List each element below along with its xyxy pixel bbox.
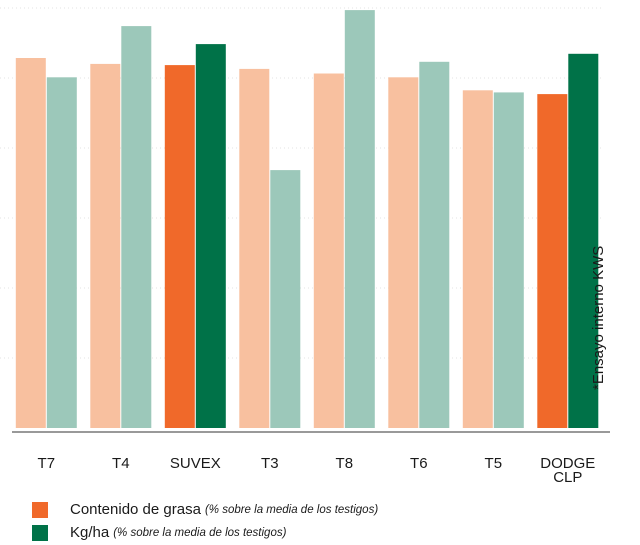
bar-kgha-t5 [493,92,524,429]
bars [15,10,599,429]
legend-note-grasa: (% sobre la media de los testigos) [204,503,379,516]
x-tick-label: SUVEX [170,455,221,472]
x-tick-label: T5 [485,455,503,472]
legend: Contenido de grasa (% sobre la media de … [32,499,378,545]
legend-note-kgha: (% sobre la media de los testigos) [113,526,287,539]
bar-grasa-t4 [90,63,121,429]
bar-grasa-t6 [388,77,419,429]
bar-grasa-suvex [164,65,195,428]
x-tick-label: T4 [112,455,130,472]
x-tick-labels: T7 T4 SUVEX T3 T8 T6 T5 DODGE CLP [38,455,596,486]
legend-item-kgha: Kg/ha (% sobre la media de los testigos) [32,522,378,543]
x-tick-label: T6 [410,455,428,472]
bar-grasa-t3 [239,68,270,429]
legend-swatch-grasa [32,501,48,518]
bar-kgha-suvex [195,44,226,428]
bar-kgha-t7 [46,77,77,429]
bar-chart: T7 T4 SUVEX T3 T8 T6 T5 DODGE CLP [0,7,610,486]
legend-swatch-kgha [32,524,48,541]
bar-grasa-dodge-clp [537,94,568,428]
x-tick-label: T8 [336,455,354,472]
x-tick-label: DODGE CLP [540,455,595,486]
x-tick-label: T7 [38,455,56,472]
x-tick-label: T3 [261,455,279,472]
side-note: *Ensayo interno KWS [590,245,607,390]
legend-label-kgha: Kg/ha [70,524,110,541]
bar-kgha-t8 [344,10,375,428]
legend-label-grasa: Contenido de grasa [70,501,201,518]
legend-item-grasa: Contenido de grasa (% sobre la media de … [32,499,378,520]
bar-grasa-t5 [462,90,493,429]
bar-grasa-t7 [15,58,46,428]
bar-kgha-t4 [121,26,152,428]
bar-kgha-t6 [419,61,450,429]
bar-kgha-t3 [270,170,301,428]
bar-kgha-dodge-clp [568,53,599,429]
bar-grasa-t8 [313,73,344,428]
